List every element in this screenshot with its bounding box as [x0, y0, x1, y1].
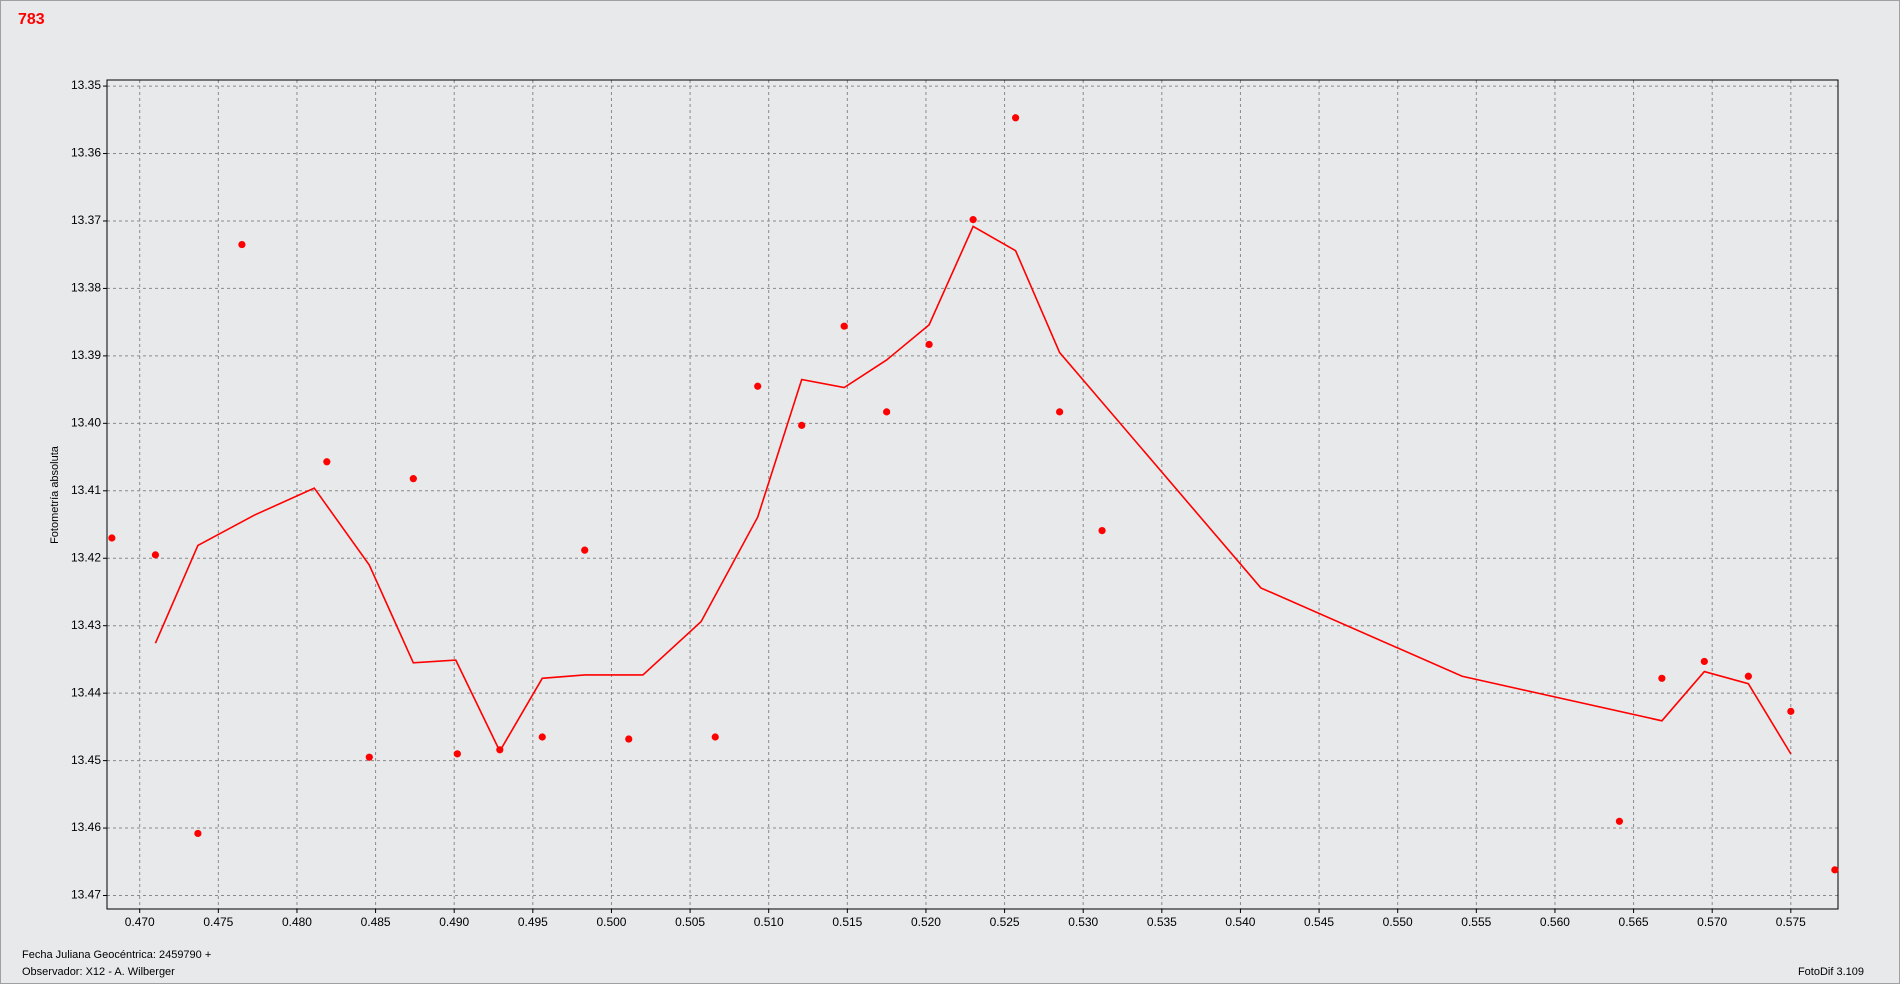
x-tick-label: 0.480: [282, 915, 312, 929]
point: [711, 733, 719, 741]
point: [1098, 526, 1106, 535]
x-tick-label: 0.505: [675, 915, 705, 929]
x-tick-label: 0.475: [203, 915, 233, 929]
y-tick-label: 13.47: [71, 888, 101, 902]
point: [883, 408, 891, 416]
point: [151, 551, 160, 559]
x-tick-label: 0.560: [1540, 915, 1570, 929]
y-tick-label: 13.44: [71, 685, 101, 699]
x-tick-label: 0.550: [1383, 915, 1413, 929]
x-tick-label: 0.575: [1776, 915, 1806, 929]
point: [1011, 114, 1020, 122]
y-tick-label: 13.35: [71, 78, 101, 92]
x-tick-label: 0.545: [1304, 915, 1334, 929]
x-tick-label: 0.515: [832, 915, 862, 929]
x-tick-label: 0.510: [754, 915, 784, 929]
y-tick-label: 13.41: [71, 483, 101, 497]
observer: Observador: X12 - A. Wilberger: [22, 966, 175, 978]
plot-border: [106, 79, 1839, 910]
x-tick-label: 0.470: [125, 915, 155, 929]
y-tick-label: 13.46: [71, 820, 101, 834]
x-tick-label: 0.565: [1619, 915, 1649, 929]
point: [1787, 707, 1795, 715]
point: [365, 753, 373, 761]
point: [1615, 817, 1624, 825]
point: [453, 750, 461, 758]
y-tick-label: 13.39: [71, 348, 101, 362]
x-tick-label: 0.535: [1147, 915, 1177, 929]
x-axis-label: Fecha Juliana Geocéntrica: 2459790 +: [22, 949, 211, 961]
x-tick-label: 0.495: [518, 915, 548, 929]
point: [625, 735, 633, 743]
x-tick-label: 0.490: [439, 915, 469, 929]
point: [840, 322, 848, 330]
point: [754, 382, 762, 390]
y-tick-label: 13.40: [71, 416, 101, 430]
x-tick-label: 0.540: [1225, 915, 1255, 929]
point: [108, 534, 116, 542]
point: [581, 546, 589, 554]
point: [1658, 674, 1666, 682]
line: [154, 225, 1792, 755]
software: FotoDif 3.109: [1798, 966, 1864, 978]
point: [238, 240, 246, 249]
chart-title: 783: [18, 11, 45, 28]
point: [1744, 672, 1752, 680]
plot-area: [107, 80, 1838, 909]
x-tick-label: 0.500: [596, 915, 626, 929]
point: [409, 475, 417, 483]
y-tick-label: 13.43: [71, 618, 101, 632]
y-tick-label: 13.42: [71, 550, 101, 564]
point: [798, 421, 806, 429]
y-tick-label: 13.37: [71, 213, 101, 227]
y-tick-label: 13.38: [71, 281, 101, 295]
point: [969, 216, 977, 224]
x-tick-label: 0.525: [990, 915, 1020, 929]
x-tick-label: 0.530: [1068, 915, 1098, 929]
y-tick-label: 13.45: [71, 753, 101, 767]
point: [538, 733, 546, 741]
point: [194, 829, 202, 838]
x-tick-label: 0.570: [1697, 915, 1727, 929]
point: [1056, 408, 1064, 416]
y-axis-label: Fotometría absoluta: [49, 445, 61, 544]
y-tick-label: 13.36: [71, 146, 101, 160]
x-tick-label: 0.555: [1461, 915, 1491, 929]
point: [1831, 866, 1839, 874]
x-tick-label: 0.485: [361, 915, 391, 929]
x-tick-label: 0.520: [911, 915, 941, 929]
point: [323, 458, 331, 466]
point: [1700, 657, 1708, 666]
point: [925, 340, 933, 349]
